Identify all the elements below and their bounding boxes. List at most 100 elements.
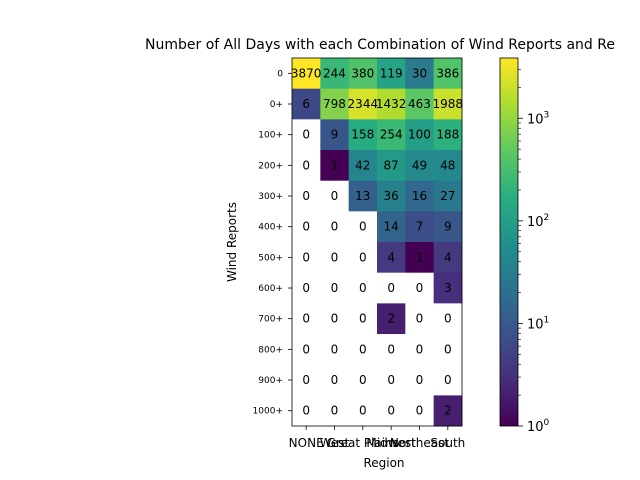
heatmap-cell: [405, 395, 435, 427]
cell-value-label: 0: [416, 404, 424, 418]
heatmap-cell: [348, 242, 378, 274]
heatmap-cell: [348, 303, 378, 335]
heatmap-cell: [320, 395, 350, 427]
x-tick-label: Northeast: [390, 436, 450, 450]
cell-value-label: 0: [302, 220, 310, 234]
cell-value-label: 4: [444, 250, 452, 264]
cell-value-label: 27: [440, 189, 455, 203]
heatmap-cell: [292, 180, 321, 212]
cell-value-label: 42: [355, 158, 370, 172]
heatmap-cell: [433, 119, 463, 151]
heatmap-cell: [405, 242, 435, 274]
x-tick-label: NONE: [289, 436, 324, 450]
cell-value-label: 0: [387, 281, 395, 295]
heatmap-cell: [433, 150, 463, 182]
cell-value-label: 16: [412, 189, 427, 203]
heatmap-cell: [348, 272, 378, 304]
cell-value-label: 0: [416, 281, 424, 295]
cell-value-label: 463: [408, 97, 431, 111]
colorbar: [499, 57, 519, 427]
cell-value-label: 254: [380, 128, 403, 142]
cell-value-label: 0: [444, 342, 452, 356]
heatmap-cell: [292, 272, 321, 304]
heatmap-cell: [376, 150, 406, 182]
heatmap-cell: [433, 272, 463, 304]
cell-value-label: 0: [302, 281, 310, 295]
x-axis-label: Region: [363, 456, 404, 470]
heatmap-cell: [433, 211, 463, 243]
heatmap-cell: [292, 88, 321, 120]
y-tick-label: 400+: [258, 223, 283, 233]
heatmap-cell: [433, 180, 463, 212]
heatmap-cell: [320, 364, 350, 396]
y-tick-label: 0+: [270, 100, 283, 110]
heatmap-cell: [405, 334, 435, 366]
heatmap-cell: [405, 119, 435, 151]
cell-value-label: 2: [387, 312, 395, 326]
plot-frame: [291, 57, 463, 427]
heatmap-cell: [405, 303, 435, 335]
y-tick-label: 0: [277, 69, 283, 79]
cell-value-label: 1432: [376, 97, 407, 111]
heatmap-cell: [320, 150, 350, 182]
y-tick-label: 700+: [258, 315, 283, 325]
heatmap-cell: [405, 180, 435, 212]
cell-value-label: 1988: [433, 97, 464, 111]
cell-value-label: 3: [444, 281, 452, 295]
heatmap-cells: [292, 58, 463, 427]
cell-value-label: 0: [331, 342, 339, 356]
heatmap-cell: [320, 119, 350, 151]
cell-value-label: 4: [387, 250, 395, 264]
cell-value-label: 0: [359, 250, 367, 264]
cell-value-label: 0: [302, 404, 310, 418]
heatmap-cell: [376, 272, 406, 304]
heatmap-cell: [376, 395, 406, 427]
x-tick-label: Great Plains: [327, 436, 399, 450]
y-tick-label: 1000+: [253, 407, 283, 417]
heatmap-cell: [376, 180, 406, 212]
heatmap-cell: [433, 303, 463, 335]
colorbar-tick-label: 102: [527, 213, 549, 230]
cell-value-label: 0: [359, 373, 367, 387]
cell-value-label: 0: [302, 312, 310, 326]
heatmap-cell: [405, 58, 435, 90]
cell-value-label: 0: [331, 220, 339, 234]
cell-value-label: 3870: [291, 66, 322, 80]
heatmap-cell: [348, 150, 378, 182]
cell-value-label: 0: [302, 342, 310, 356]
cell-value-label: 1: [331, 158, 339, 172]
heatmap-cell: [348, 88, 378, 120]
heatmap-cell: [376, 58, 406, 90]
cell-value-label: 244: [323, 66, 346, 80]
y-axis-ticks: 0 0+ 100+ 200+ 300+ 400+ 500+ 600+ 700+ 800+ 900+ 1…: [253, 69, 292, 417]
cell-value-label: 0: [387, 373, 395, 387]
cell-value-label: 0: [302, 189, 310, 203]
heatmap-cell: [376, 88, 406, 120]
heatmap-cell: [348, 395, 378, 427]
heatmap-cell: [320, 211, 350, 243]
cell-value-label: 0: [302, 158, 310, 172]
cell-value-label: 0: [416, 312, 424, 326]
heatmap-cell: [292, 211, 321, 243]
heatmap-cell: [320, 272, 350, 304]
heatmap-cell: [405, 364, 435, 396]
cell-value-label: 386: [436, 66, 459, 80]
colorbar-tick-label: 101: [527, 315, 549, 332]
cell-value-label: 0: [444, 312, 452, 326]
heatmap-cell: [376, 211, 406, 243]
cell-value-label: 9: [331, 128, 339, 142]
heatmap-cell: [292, 395, 321, 427]
cell-value-label: 0: [387, 404, 395, 418]
cell-value-label: 0: [416, 373, 424, 387]
heatmap-cell: [292, 58, 321, 90]
heatmap-cell: [348, 119, 378, 151]
cell-value-label: 380: [351, 66, 374, 80]
heatmap-cell: [433, 395, 463, 427]
colorbar-tick-label: 103: [527, 110, 549, 127]
heatmap-cell: [292, 242, 321, 274]
cell-value-label: 0: [331, 281, 339, 295]
heatmap-cell: [376, 303, 406, 335]
cell-value-label: 0: [302, 373, 310, 387]
